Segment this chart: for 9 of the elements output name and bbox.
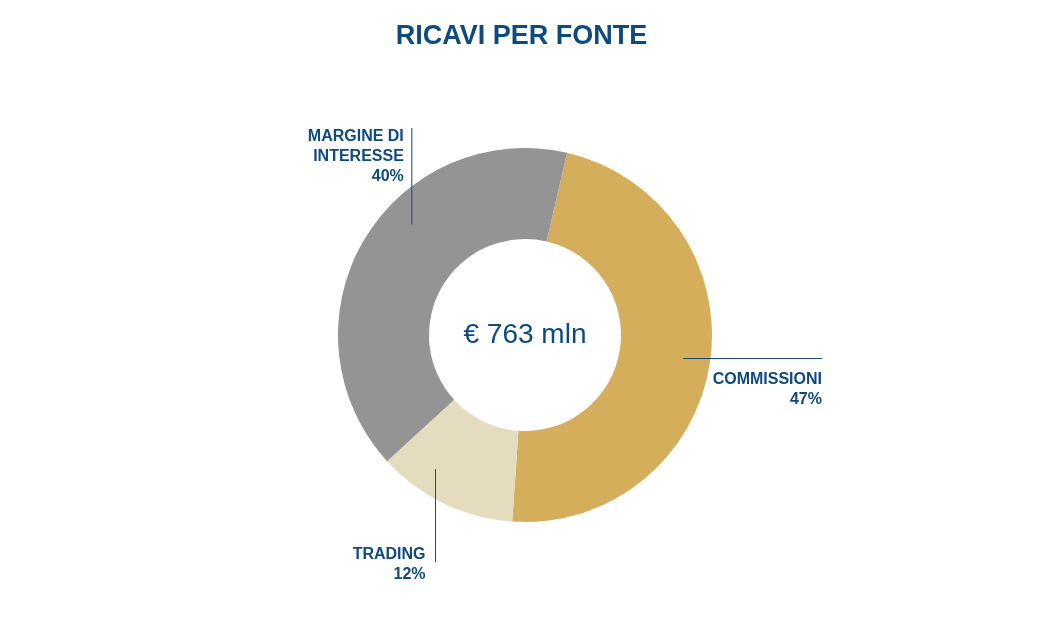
text: € 763 mln xyxy=(463,318,587,349)
donut-slice xyxy=(387,399,519,522)
data-label: 47% xyxy=(789,389,822,407)
slice-label: TRADING xyxy=(352,545,426,562)
chart-title: RICAVI PER FONTE xyxy=(395,20,648,50)
data-label: 12% xyxy=(393,565,426,582)
data-label: 40% xyxy=(371,167,404,184)
slice-label: COMMISSIONI xyxy=(712,369,822,387)
slice-label: MARGINE DI INTERESSE xyxy=(307,127,405,164)
